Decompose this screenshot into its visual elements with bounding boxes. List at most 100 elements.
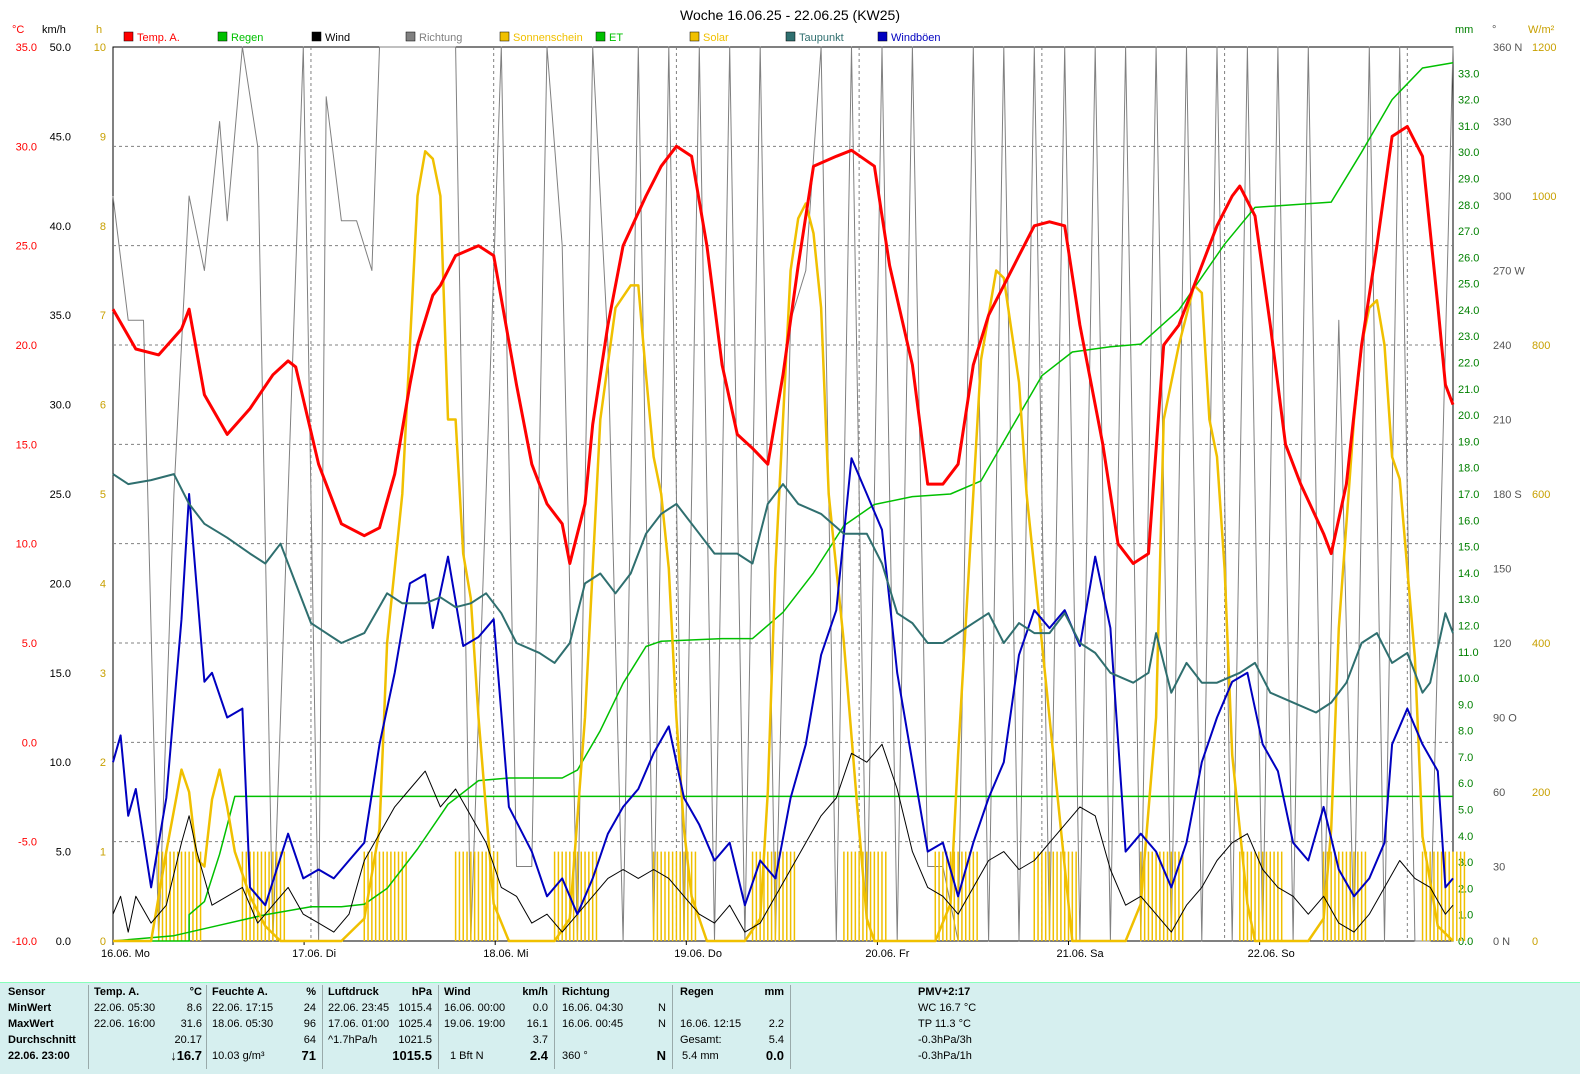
rain-max-time: 16.06. 12:15 [680, 1018, 742, 1030]
pressure-avg-value: 1021.5 [398, 1034, 432, 1046]
rain-tick-label: 30.0 [1458, 147, 1479, 159]
chart-title: Woche 16.06.25 - 22.06.25 (KW25) [680, 7, 900, 23]
rain-tick-label: 10.0 [1458, 673, 1479, 685]
stats-panel: Sensor MinWert MaxWert Durchschnitt 22.0… [0, 982, 1580, 1074]
sensor-column: Sensor MinWert MaxWert Durchschnitt 22.0… [8, 985, 88, 1071]
direction-unit-label: ° [1492, 24, 1496, 36]
chart-legend: Temp. A. Regen Wind Richtung Sonnenschein ET S… [123, 31, 941, 44]
rain-tick-label: 18.0 [1458, 463, 1479, 475]
chart-axes: 16.06. Mo 17.06. Di 18.06. Mi 19.06. Do 20.0… [12, 24, 1557, 960]
humidity-min-time: 22.06. 17:15 [212, 1002, 274, 1014]
plot-frame [112, 46, 1454, 942]
chart-plot-area [111, 46, 1466, 943]
solar-tick-label: 0 [1532, 936, 1538, 948]
humidity-avg-value: 64 [303, 1034, 316, 1046]
solar-unit-label: W/m² [1528, 24, 1555, 36]
series-line-solar [113, 150, 1454, 943]
temp-tick-label: 20.0 [16, 340, 37, 352]
wind-min-time: 16.06. 00:00 [444, 1002, 506, 1014]
temp-unit-label: °C [12, 24, 24, 36]
temp-tick-label: 5.0 [22, 638, 37, 650]
rain-tick-label: 23.0 [1458, 331, 1479, 343]
legend-swatch [123, 31, 134, 42]
temp-column: Temp. A. °C 22.06. 05:30 8.6 22.06. 16:00 3… [94, 985, 202, 1071]
temp-header: Temp. A. [94, 986, 140, 998]
misc-column: PMV+2:17 WC 16.7 °C TP 11.3 °C -0.3hPa/3… [918, 985, 1038, 1071]
rain-tick-label: 28.0 [1458, 200, 1479, 212]
sun-tick-label: 5 [100, 489, 106, 501]
max-label: MaxWert [8, 1018, 54, 1030]
wind-tick-label: 50.0 [50, 42, 71, 54]
legend-swatch [689, 31, 700, 42]
direction-tick-label: 0 N [1493, 936, 1510, 948]
rain-tick-label: 33.0 [1458, 68, 1479, 80]
legend-label: Wind [325, 32, 350, 44]
direction-tick-label: 180 S [1493, 489, 1522, 501]
legend-label: Windböen [891, 32, 941, 44]
x-tick-label: 18.06. Mi [483, 948, 528, 960]
wind-tick-label: 35.0 [50, 310, 71, 322]
temp-avg-value: 20.17 [174, 1034, 202, 1046]
pressure-unit: hPa [411, 986, 432, 998]
direction-max-time: 16.06. 00:45 [562, 1018, 624, 1030]
legend-swatch [877, 31, 888, 42]
now-label: 22.06. 23:00 [8, 1050, 70, 1062]
temp-tick-label: 25.0 [16, 241, 37, 253]
divider [88, 985, 89, 1069]
legend-swatch [311, 31, 322, 42]
rain-header: Regen [680, 986, 714, 998]
sun-tick-label: 8 [100, 221, 106, 233]
series-line-et [112, 62, 1454, 942]
legend-label: Solar [703, 32, 729, 44]
temp-tick-label: -5.0 [18, 837, 37, 849]
direction-tick-label: 60 [1493, 787, 1505, 799]
series-line-windböen [112, 457, 1454, 916]
solar-tick-label: 800 [1532, 340, 1550, 352]
legend-swatch [217, 31, 228, 42]
pressure-max-value: 1025.4 [398, 1018, 432, 1030]
humidity-column: Feuchte A.% 22.06. 17:15 24 18.06. 05:30 9… [212, 985, 316, 1071]
direction-tick-label: 300 [1493, 191, 1511, 203]
wind-column: Wind km/h 16.06. 00:00 0.0 19.06. 19:00 16.… [444, 985, 548, 1071]
wind-unit-label: km/h [42, 24, 66, 36]
humidity-header: Feuchte A. [212, 986, 268, 998]
rain-tick-label: 25.0 [1458, 279, 1479, 291]
rain-tick-label: 32.0 [1458, 95, 1479, 107]
humidity-unit: % [306, 986, 316, 998]
series-line-taupunkt [112, 473, 1454, 714]
rain-tick-label: 2.0 [1458, 883, 1473, 895]
solar-tick-label: 1000 [1532, 191, 1556, 203]
rain-tick-label: 11.0 [1458, 647, 1479, 659]
wind-tick-label: 25.0 [50, 489, 71, 501]
direction-tick-label: 210 [1493, 415, 1511, 427]
legend-label: Sonnenschein [513, 32, 583, 44]
x-tick-label: 20.06. Fr [865, 948, 909, 960]
rain-tick-label: 19.0 [1458, 436, 1479, 448]
rain-tick-label: 5.0 [1458, 805, 1473, 817]
rain-tick-label: 20.0 [1458, 410, 1479, 422]
x-tick-label: 16.06. Mo [101, 948, 150, 960]
rain-tick-label: 17.0 [1458, 489, 1479, 501]
pressure-min-time: 22.06. 23:45 [328, 1002, 390, 1014]
temp-tick-label: -10.0 [12, 936, 37, 948]
rain-tick-label: 7.0 [1458, 752, 1473, 764]
pressure-now-value: 1015.5 [392, 1048, 432, 1063]
direction-tick-label: 240 [1493, 340, 1511, 352]
temp-min-time: 22.06. 05:30 [94, 1002, 156, 1014]
sun-tick-label: 9 [100, 131, 106, 143]
temp-tick-label: 0.0 [22, 737, 37, 749]
wind-tick-label: 15.0 [50, 668, 71, 680]
wind-unit: km/h [522, 986, 548, 998]
direction-tick-label: 30 [1493, 862, 1505, 874]
direction-now-degrees: 360 ° [562, 1050, 588, 1062]
sun-tick-label: 3 [100, 668, 106, 680]
rain-tick-label: 12.0 [1458, 620, 1479, 632]
legend-swatch [499, 31, 510, 42]
wind-beaufort: 1 Bft N [450, 1050, 484, 1062]
temp-max-time: 22.06. 16:00 [94, 1018, 156, 1030]
x-tick-label: 21.06. Sa [1057, 948, 1105, 960]
legend-swatch [785, 31, 796, 42]
legend-label: Richtung [419, 32, 462, 44]
temp-tick-label: 35.0 [16, 42, 37, 54]
rain-tick-label: 9.0 [1458, 699, 1473, 711]
